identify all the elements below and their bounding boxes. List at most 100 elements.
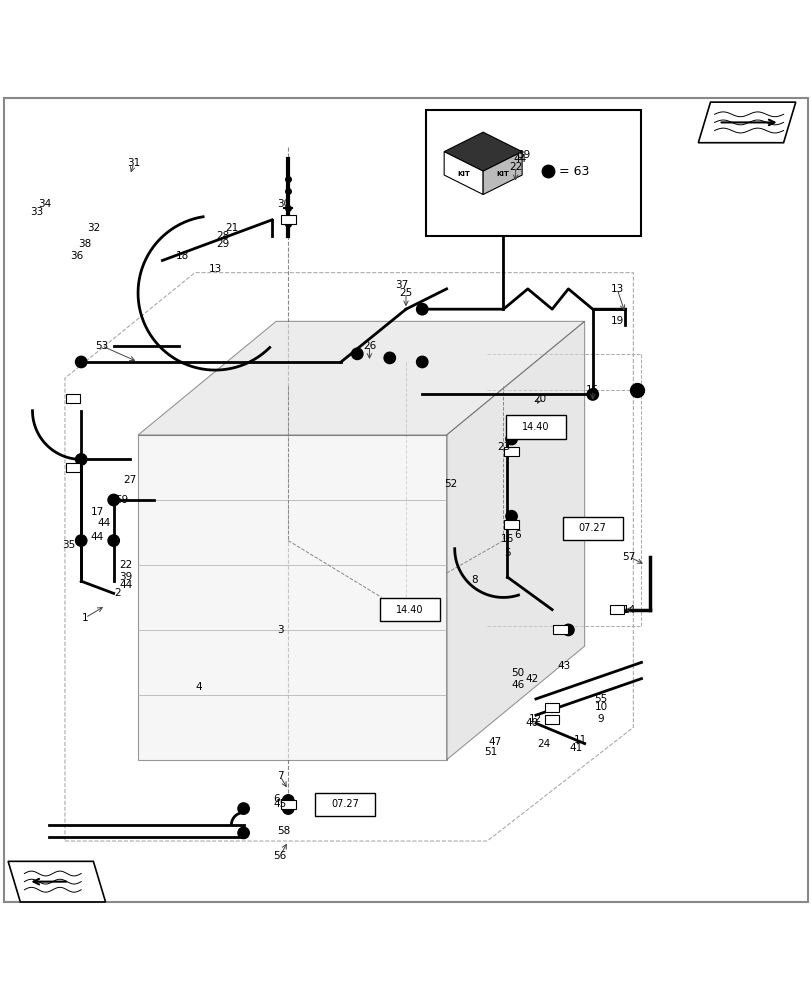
FancyBboxPatch shape <box>315 793 375 816</box>
Circle shape <box>75 454 87 465</box>
Text: 25: 25 <box>399 288 412 298</box>
Text: 50: 50 <box>511 668 524 678</box>
Polygon shape <box>138 435 446 760</box>
Text: 41: 41 <box>569 743 582 753</box>
Text: 44: 44 <box>513 154 526 164</box>
Bar <box>281 800 295 809</box>
Polygon shape <box>444 152 483 195</box>
Text: 53: 53 <box>95 341 108 351</box>
Circle shape <box>351 348 363 360</box>
Text: 44: 44 <box>97 518 110 528</box>
Bar <box>609 605 624 614</box>
Text: KIT: KIT <box>457 171 470 177</box>
Bar <box>544 703 559 712</box>
Circle shape <box>282 803 294 814</box>
Circle shape <box>505 433 517 445</box>
Circle shape <box>505 511 517 522</box>
Bar <box>426 110 641 236</box>
Circle shape <box>282 795 294 806</box>
Text: 33: 33 <box>30 207 43 217</box>
Text: 19: 19 <box>610 316 623 326</box>
Polygon shape <box>8 861 105 902</box>
Text: 22: 22 <box>508 162 521 172</box>
Text: 22: 22 <box>119 560 132 570</box>
Text: 55: 55 <box>594 694 607 704</box>
Polygon shape <box>138 321 584 435</box>
Text: 46: 46 <box>511 680 524 690</box>
Text: 42: 42 <box>525 674 538 684</box>
FancyBboxPatch shape <box>562 517 622 540</box>
Bar <box>504 520 518 529</box>
Circle shape <box>497 161 508 173</box>
Text: 13: 13 <box>610 284 623 294</box>
Text: 29: 29 <box>217 239 230 249</box>
Bar <box>66 463 80 472</box>
Text: 6: 6 <box>272 794 279 804</box>
Text: 37: 37 <box>395 280 408 290</box>
Text: 3: 3 <box>277 625 283 635</box>
Bar <box>504 447 518 456</box>
Text: 4: 4 <box>195 682 202 692</box>
Text: 8: 8 <box>471 575 478 585</box>
Text: 56: 56 <box>273 851 286 861</box>
Text: 15: 15 <box>586 385 599 395</box>
Text: 51: 51 <box>484 747 497 757</box>
Circle shape <box>75 535 87 546</box>
Circle shape <box>497 170 508 181</box>
FancyBboxPatch shape <box>505 415 565 439</box>
Text: 39: 39 <box>119 572 132 582</box>
Text: 36: 36 <box>71 251 84 261</box>
Text: 5: 5 <box>504 548 510 558</box>
Text: 1: 1 <box>82 613 88 623</box>
Circle shape <box>416 356 427 368</box>
Text: 59: 59 <box>115 495 128 505</box>
Text: 57: 57 <box>622 552 635 562</box>
Text: 24: 24 <box>537 739 550 749</box>
Text: 14.40: 14.40 <box>521 422 549 432</box>
Text: 28: 28 <box>217 231 230 241</box>
Circle shape <box>238 803 249 814</box>
Text: 52: 52 <box>444 479 457 489</box>
Text: 12: 12 <box>529 714 542 724</box>
Polygon shape <box>483 152 521 195</box>
Polygon shape <box>444 132 521 171</box>
Text: 07.27: 07.27 <box>578 523 606 533</box>
Text: 43: 43 <box>557 661 570 671</box>
Text: 27: 27 <box>123 475 136 485</box>
Circle shape <box>108 494 119 506</box>
Text: 44: 44 <box>119 580 132 590</box>
Text: 39: 39 <box>517 150 530 160</box>
Text: 23: 23 <box>496 442 509 452</box>
Circle shape <box>75 356 87 368</box>
Circle shape <box>238 827 249 839</box>
Bar <box>552 625 567 634</box>
Text: 18: 18 <box>176 251 189 261</box>
Bar <box>66 394 80 403</box>
Text: 21: 21 <box>225 223 238 233</box>
Polygon shape <box>446 321 584 760</box>
Text: 11: 11 <box>573 735 586 745</box>
Text: 20: 20 <box>533 393 546 403</box>
Text: 16: 16 <box>500 534 513 544</box>
Text: 58: 58 <box>277 826 290 836</box>
Text: 2: 2 <box>114 588 121 598</box>
Polygon shape <box>697 102 795 143</box>
Text: 32: 32 <box>87 223 100 233</box>
Text: 17: 17 <box>91 507 104 517</box>
Text: 38: 38 <box>79 239 92 249</box>
Bar <box>281 215 295 224</box>
Text: 40: 40 <box>525 718 538 728</box>
Text: = 63: = 63 <box>558 165 588 178</box>
Bar <box>544 715 559 724</box>
Text: 6: 6 <box>514 530 521 540</box>
Text: 07.27: 07.27 <box>331 799 358 809</box>
Circle shape <box>384 352 395 364</box>
Text: 13: 13 <box>208 264 221 274</box>
Circle shape <box>416 303 427 315</box>
Text: 31: 31 <box>127 158 140 168</box>
Text: KIT: KIT <box>496 171 508 177</box>
Text: 14: 14 <box>622 605 635 615</box>
Text: 7: 7 <box>277 771 283 781</box>
Text: 10: 10 <box>594 702 607 712</box>
FancyBboxPatch shape <box>380 598 440 621</box>
